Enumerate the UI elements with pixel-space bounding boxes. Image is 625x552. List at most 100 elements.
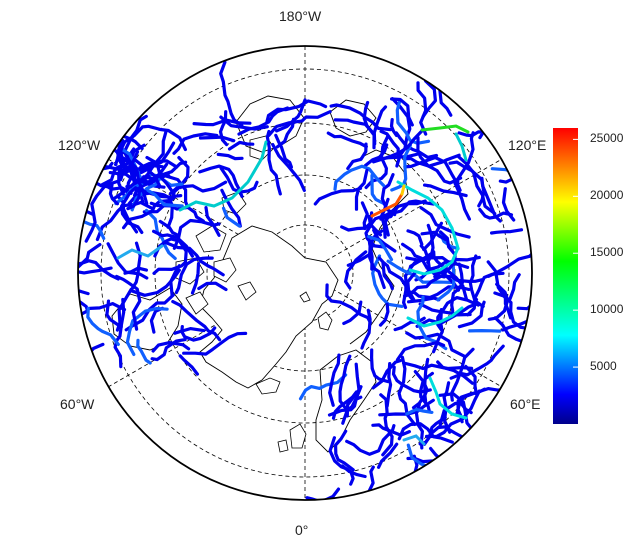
river-segment (438, 87, 453, 117)
greenland-coastline (199, 225, 339, 389)
river-segment (487, 244, 532, 278)
river-segment (149, 306, 164, 334)
river-segment (220, 188, 242, 228)
river-segment (178, 354, 199, 376)
river-segment (113, 162, 169, 200)
river-segment (172, 132, 219, 155)
map-content (78, 46, 532, 500)
river-segment (344, 250, 368, 290)
river-segment (271, 143, 306, 192)
river-segment (113, 297, 126, 369)
colorbar-tick-label: 15000 (590, 245, 624, 260)
river-segment (406, 229, 424, 246)
river-segment (267, 110, 332, 137)
river-segment (371, 359, 402, 390)
river-segment (468, 329, 502, 333)
river-segment (423, 183, 468, 198)
river-segment (370, 348, 390, 384)
river-segment (221, 206, 241, 228)
river-segment (490, 228, 524, 235)
river-segment (340, 211, 374, 232)
river-segment (204, 206, 221, 237)
river-segment (152, 229, 194, 258)
longitude-label-120e: 120°E (508, 137, 547, 153)
river-segment (377, 256, 394, 291)
river-segment (390, 143, 412, 192)
river-segment (338, 354, 352, 410)
river-segment (100, 143, 146, 187)
river-segment (197, 281, 228, 292)
river-segment (391, 365, 432, 394)
river-segment (407, 296, 441, 304)
river-segment (198, 135, 236, 143)
river-segment (405, 331, 466, 358)
river-segment (325, 283, 372, 324)
river-segment (171, 300, 222, 342)
river-segment (402, 361, 474, 371)
river-segment (105, 299, 123, 329)
river-segment (406, 443, 430, 469)
river-segment (265, 129, 282, 196)
river-segment (265, 99, 328, 124)
river-segment (227, 140, 255, 151)
river-segment (169, 264, 181, 297)
river-segment (346, 243, 374, 267)
river-segment (420, 230, 448, 242)
river-segment (333, 164, 386, 191)
river-segment (390, 97, 414, 127)
river-segment (152, 238, 188, 275)
river-segment (219, 60, 244, 128)
scandinavia-coastline (315, 349, 377, 453)
colorbar-ticks (573, 138, 578, 368)
river-segment (86, 306, 120, 346)
river-segment (379, 393, 394, 457)
river-segment (115, 274, 142, 331)
colorbar-tick-label: 10000 (590, 302, 624, 317)
major-rivers (116, 124, 470, 446)
river-segment (457, 300, 486, 329)
river-segment (346, 142, 368, 170)
river-segment (78, 259, 120, 281)
river-segment (329, 103, 392, 132)
river-segment (377, 442, 399, 469)
river-segment (173, 327, 206, 335)
svalbard-coastline (299, 291, 333, 331)
river-segment (379, 197, 390, 239)
river-segment (363, 143, 389, 168)
river-segment (328, 436, 355, 486)
river-segment (78, 269, 90, 314)
river-segment (468, 254, 485, 308)
river-segment (440, 274, 484, 283)
river-segment (493, 291, 531, 331)
map-frame (77, 45, 533, 501)
river-segment (385, 362, 393, 408)
river-segment (158, 219, 179, 237)
river-segment (436, 360, 474, 385)
river-segment (456, 387, 487, 424)
river-segment (372, 105, 388, 146)
river-segment (360, 308, 372, 350)
river-segment (216, 152, 244, 161)
river-segment (386, 259, 453, 284)
river-segment (78, 309, 89, 356)
river-segment (326, 131, 368, 149)
colorbar-tick-label: 25000 (590, 131, 624, 146)
river-segment (275, 98, 307, 133)
river-segment (151, 341, 191, 353)
river-segment (487, 282, 510, 321)
river-segment (367, 235, 394, 262)
river-segment (449, 347, 475, 402)
river-segment (313, 186, 363, 206)
river-segment (516, 268, 532, 311)
river-segment (425, 389, 481, 439)
longitude-label-60e: 60°E (510, 396, 541, 412)
river-segment (450, 262, 464, 313)
river-segment (78, 246, 90, 296)
river-segment (457, 155, 497, 216)
river-segment (115, 287, 133, 332)
river-segment (150, 338, 187, 362)
river-segment (416, 295, 448, 351)
river-segment (180, 325, 217, 342)
river-segment (182, 331, 248, 356)
